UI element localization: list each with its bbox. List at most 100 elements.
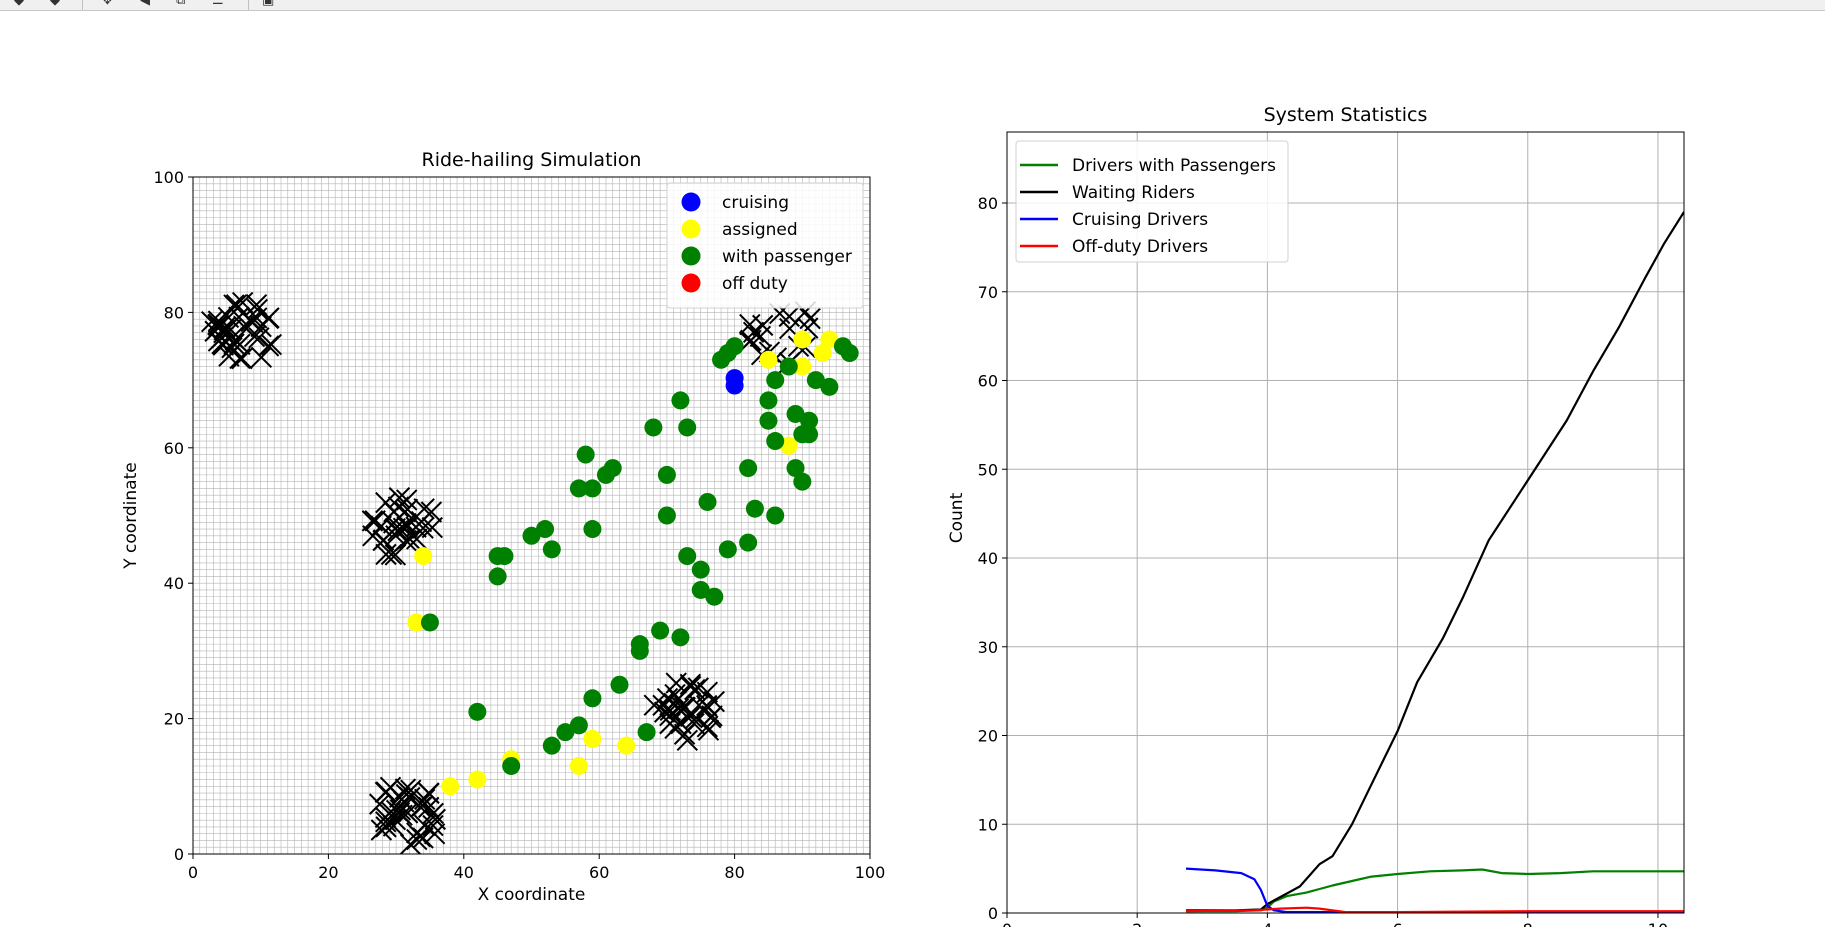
rider-marker	[424, 808, 447, 831]
legend-label: assigned	[722, 220, 798, 240]
x-tick-label: 8	[1523, 920, 1533, 927]
rider-marker	[409, 825, 431, 848]
driver-point-with-passenger	[583, 479, 602, 498]
driver-point-with-passenger	[691, 580, 710, 599]
driver-point-with-passenger	[698, 492, 717, 511]
driver-point-assigned	[759, 350, 778, 369]
rider-marker	[229, 347, 251, 370]
legend-label: with passenger	[722, 247, 852, 267]
rider-marker	[250, 346, 273, 369]
driver-point-with-passenger	[603, 459, 622, 478]
y-tick-label: 0	[174, 845, 184, 864]
driver-point-with-passenger	[502, 756, 521, 775]
rider-marker	[696, 716, 718, 738]
driver-point-with-passenger	[739, 533, 758, 552]
driver-point-with-passenger	[786, 459, 805, 478]
driver-point-with-passenger	[766, 371, 785, 390]
driver-point-with-passenger	[759, 391, 778, 410]
driver-point-assigned	[441, 777, 460, 796]
x-tick-label: 100	[855, 863, 886, 882]
rider-marker	[382, 512, 405, 534]
driver-point-with-passenger	[671, 628, 690, 647]
rider-marker	[799, 307, 821, 330]
statistics-chart: 0 2 4 6 8 10 0 10 20 30 40 50 60 70 80 System Statisti…	[947, 104, 1685, 927]
rider-marker	[375, 543, 397, 566]
driver-point-with-passenger	[536, 520, 555, 539]
rider-marker	[248, 327, 270, 349]
rider-marker	[659, 705, 681, 727]
back-icon[interactable]: ◆	[14, 0, 24, 8]
simulation-title: Ride-hailing Simulation	[422, 149, 642, 171]
rider-marker	[410, 510, 433, 533]
driver-point-with-passenger	[583, 689, 602, 708]
y-tick-label: 40	[164, 574, 184, 593]
pan-icon[interactable]: ✥	[102, 0, 113, 8]
x-tick-label: 4	[1262, 920, 1272, 927]
forward-icon[interactable]: ◆	[50, 0, 60, 8]
rider-marker	[200, 310, 223, 333]
statistics-plot-frame	[1006, 131, 1685, 914]
driver-point-with-passenger	[657, 506, 676, 525]
series-line-drivers-with-passengers	[1186, 868, 1684, 913]
legend-label: Off-duty Drivers	[1072, 237, 1208, 257]
y-tick-label: 10	[978, 815, 998, 834]
legend-label: Cruising Drivers	[1072, 210, 1208, 230]
driver-point-with-passenger	[569, 479, 588, 498]
driver-point-with-passenger	[583, 520, 602, 539]
driver-point-with-passenger	[468, 702, 487, 721]
driver-point-with-passenger	[610, 675, 629, 694]
simulation-chart: 0 20 40 60 80 100 0 20 40 60 80 100 Ride-hailing Si…	[121, 149, 885, 905]
configure-icon[interactable]: ☰	[212, 0, 224, 8]
y-tick-label: 80	[978, 194, 998, 213]
driver-point-with-passenger	[766, 432, 785, 451]
driver-point-with-passenger	[542, 540, 561, 559]
rider-marker	[388, 487, 411, 509]
driver-point-with-passenger	[806, 371, 825, 390]
rider-marker	[413, 498, 435, 520]
driver-point-with-passenger	[820, 377, 839, 396]
rider-marker	[246, 298, 269, 321]
rider-marker	[243, 325, 266, 348]
y-tick-label: 40	[978, 549, 998, 568]
zoom-icon[interactable]: ◀	[140, 0, 150, 8]
rider-marker	[703, 690, 725, 713]
save-icon[interactable]: ▣	[262, 0, 275, 8]
simulation-points	[200, 291, 859, 854]
driver-point-with-passenger	[637, 723, 656, 742]
y-tick-label: 100	[153, 168, 184, 187]
series-line-off-duty-drivers	[1185, 906, 1684, 913]
statistics-axes: 0 2 4 6 8 10 0 10 20 30 40 50 60 70 80	[978, 194, 1669, 927]
driver-point-with-passenger	[800, 425, 819, 444]
driver-point-with-passenger	[793, 472, 812, 491]
rider-marker	[364, 510, 386, 532]
simulation-ylabel: Y coordinate	[121, 462, 141, 569]
legend-marker	[681, 273, 701, 293]
rider-marker	[399, 833, 422, 854]
toolbar-separator	[82, 0, 83, 10]
driver-point-assigned	[414, 547, 433, 566]
driver-point-with-passenger	[800, 411, 819, 430]
driver-point-with-passenger	[718, 540, 737, 559]
subplots-icon[interactable]: ⧉	[176, 0, 186, 8]
x-tick-label: 20	[318, 863, 338, 882]
driver-point-assigned	[583, 729, 602, 748]
driver-point-with-passenger	[779, 357, 798, 376]
driver-point-with-passenger	[576, 445, 595, 464]
driver-point-assigned	[793, 330, 812, 349]
x-tick-label: 10	[1648, 920, 1668, 927]
rider-marker	[240, 310, 262, 332]
toolbar-separator	[248, 0, 249, 10]
statistics-ylabel: Count	[947, 492, 967, 543]
rider-marker	[385, 524, 407, 547]
y-tick-label: 0	[988, 904, 998, 923]
y-tick-label: 80	[164, 303, 184, 322]
rider-marker	[643, 694, 665, 716]
rider-marker	[212, 334, 234, 356]
rider-marker	[414, 814, 436, 837]
rider-marker	[208, 315, 230, 337]
rider-marker	[679, 705, 702, 727]
rider-marker	[388, 802, 411, 824]
driver-point-with-passenger	[651, 621, 670, 640]
driver-point-assigned	[813, 344, 832, 363]
